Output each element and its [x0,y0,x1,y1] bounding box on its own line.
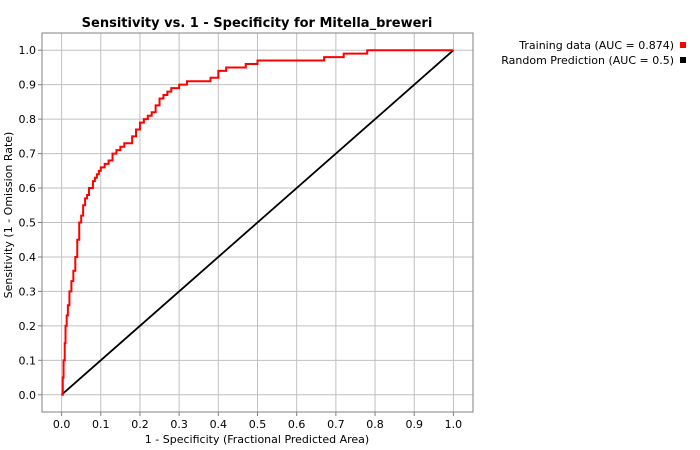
legend-swatch [680,42,686,48]
y-tick-label: 0.9 [19,79,37,92]
x-tick-label: 0.1 [92,418,110,431]
y-axis-label: Sensitivity (1 - Omission Rate) [2,132,15,299]
x-tick-label: 0.9 [405,418,423,431]
chart-title: Sensitivity vs. 1 - Specificity for Mite… [82,16,433,31]
y-tick-label: 0.2 [19,320,37,333]
x-tick-label: 0.2 [131,418,149,431]
x-tick-label: 0.5 [249,418,267,431]
y-tick-label: 0.3 [19,285,37,298]
x-tick-label: 0.0 [53,418,71,431]
legend: Training data (AUC = 0.874) Random Predic… [501,39,686,67]
x-tick-label: 1.0 [445,418,463,431]
x-tick-label: 0.3 [170,418,188,431]
series-layer [60,49,455,396]
x-tick-label: 0.4 [210,418,228,431]
x-tick-label: 0.7 [327,418,345,431]
y-tick-label: 0.6 [19,182,37,195]
y-tick-label: 0.5 [19,217,37,230]
x-tick-label: 0.6 [288,418,306,431]
ticks-layer: 0.0 0.1 0.2 0.3 0.4 0.5 0.6 0.7 0.8 0.9 1.0 0.0 0.1 0… [19,44,463,431]
x-tick-label: 0.8 [366,418,384,431]
legend-label: Random Prediction (AUC = 0.5) [501,54,674,67]
y-tick-label: 0.0 [19,389,37,402]
x-axis-label: 1 - Specificity (Fractional Predicted Ar… [145,433,369,446]
y-tick-label: 0.8 [19,113,37,126]
training-data-line [61,49,454,396]
y-tick-label: 0.4 [19,251,37,264]
random-prediction-line [60,49,455,396]
legend-label: Training data (AUC = 0.874) [518,39,674,52]
legend-swatch [680,57,686,63]
y-tick-label: 0.1 [19,354,37,367]
y-tick-label: 0.7 [19,148,37,161]
y-tick-label: 1.0 [19,44,37,57]
